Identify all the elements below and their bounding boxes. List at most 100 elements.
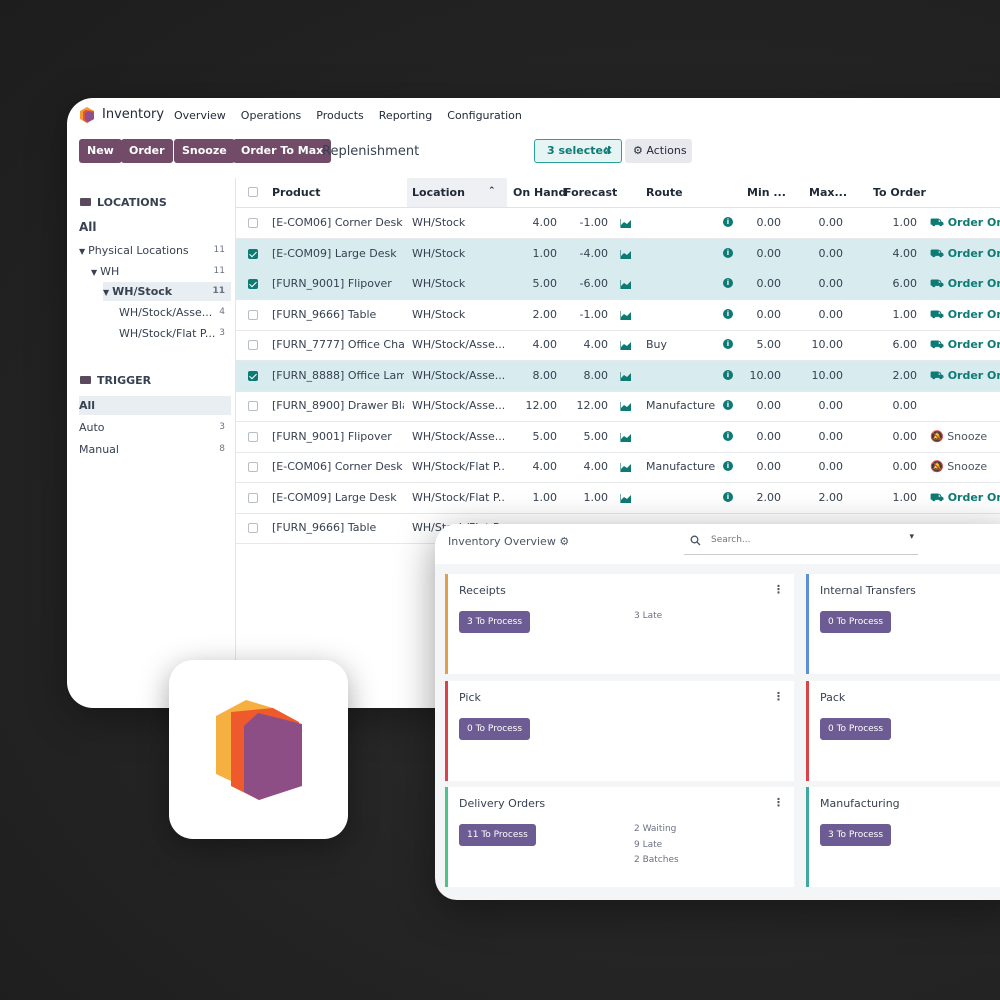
- order-once-button[interactable]: ⛟ Order Once: [930, 490, 1000, 504]
- table-row[interactable]: [E-COM09] Large Desk WH/Stock 1.00 -4.00 i 0.…: [235, 238, 1000, 270]
- col-max[interactable]: Max...: [809, 186, 848, 199]
- col-min[interactable]: Min ...: [747, 186, 786, 199]
- card-stat[interactable]: 2 Batches: [634, 855, 679, 865]
- info-icon[interactable]: i: [723, 430, 733, 441]
- operation-card[interactable]: Pack 0 To Process: [806, 681, 1000, 781]
- max-cell[interactable]: 10.00: [811, 368, 844, 382]
- row-checkbox[interactable]: [248, 401, 258, 411]
- to-order-cell[interactable]: 0.00: [892, 399, 918, 412]
- location-wh[interactable]: ▼ WH 11: [79, 262, 231, 281]
- info-icon[interactable]: i: [723, 308, 733, 319]
- row-checkbox[interactable]: [248, 279, 258, 289]
- operation-card[interactable]: Manufacturing 3 To Process: [806, 787, 1000, 887]
- location-wh-stock[interactable]: ▼ WH/Stock 11: [103, 282, 231, 301]
- table-row[interactable]: [FURN_8888] Office Lamp WH/Stock/Asse... 8…: [235, 360, 1000, 392]
- location-cell[interactable]: WH/Stock: [412, 277, 466, 290]
- selection-badge[interactable]: 3 selected ✕: [534, 139, 622, 163]
- location-cell[interactable]: WH/Stock/Asse...: [412, 368, 504, 382]
- min-cell[interactable]: 0.00: [756, 429, 782, 443]
- to-order-cell[interactable]: 0.00: [892, 460, 918, 473]
- max-cell[interactable]: 0.00: [818, 307, 844, 321]
- info-icon[interactable]: i: [723, 491, 733, 502]
- to-process-button[interactable]: 0 To Process: [820, 718, 892, 740]
- card-menu-icon[interactable]: ⋮: [773, 796, 784, 809]
- forecast-chart-icon[interactable]: [619, 279, 632, 289]
- card-stat[interactable]: 2 Waiting: [634, 824, 677, 834]
- forecast-chart-icon[interactable]: [619, 310, 632, 320]
- min-cell[interactable]: 5.00: [756, 338, 782, 351]
- min-cell[interactable]: 0.00: [756, 399, 782, 412]
- product-cell[interactable]: [E-COM06] Corner Desk ...: [272, 216, 404, 229]
- to-process-button[interactable]: 11 To Process: [459, 824, 536, 846]
- to-order-cell[interactable]: 1.00: [892, 307, 918, 321]
- product-cell[interactable]: [E-COM06] Corner Desk ...: [272, 460, 404, 473]
- menu-configuration[interactable]: Configuration: [447, 109, 522, 122]
- order-button[interactable]: Order: [121, 139, 173, 163]
- order-once-button[interactable]: ⛟ Order Once: [930, 246, 1000, 260]
- menu-reporting[interactable]: Reporting: [378, 109, 433, 122]
- menu-overview[interactable]: Overview: [174, 109, 226, 122]
- max-cell[interactable]: 2.00: [818, 490, 844, 504]
- info-icon[interactable]: i: [723, 461, 733, 471]
- to-process-button[interactable]: 3 To Process: [820, 824, 892, 846]
- max-cell[interactable]: 0.00: [818, 399, 844, 412]
- location-cell[interactable]: WH/Stock/Asse...: [412, 399, 504, 412]
- max-cell[interactable]: 0.00: [818, 246, 844, 260]
- product-cell[interactable]: [FURN_9666] Table: [272, 521, 377, 534]
- location-wh-stock-assembly[interactable]: WH/Stock/Asse... 4: [119, 306, 225, 319]
- trigger-all[interactable]: All: [79, 396, 231, 415]
- min-cell[interactable]: 10.00: [749, 368, 782, 382]
- location-all[interactable]: All: [79, 220, 97, 234]
- order-to-max-button[interactable]: Order To Max: [233, 139, 332, 163]
- location-cell[interactable]: WH/Stock/Asse...: [412, 429, 504, 443]
- actions-button[interactable]: ⚙ Actions: [625, 139, 692, 163]
- info-icon[interactable]: i: [723, 247, 733, 258]
- info-icon[interactable]: i: [723, 400, 733, 410]
- min-cell[interactable]: 0.00: [756, 460, 782, 473]
- table-row[interactable]: [E-COM06] Corner Desk ... WH/Stock 4.00 -1.…: [235, 208, 1000, 239]
- card-title[interactable]: Pack: [820, 691, 846, 704]
- info-icon[interactable]: i: [723, 369, 733, 380]
- order-once-button[interactable]: ⛟ Order Once: [930, 216, 1000, 229]
- operation-card[interactable]: Pick ⋮ 0 To Process: [445, 681, 794, 781]
- info-icon[interactable]: i: [723, 217, 733, 227]
- card-title[interactable]: Internal Transfers: [820, 584, 916, 597]
- to-order-cell[interactable]: 6.00: [892, 338, 918, 351]
- operation-card[interactable]: Delivery Orders ⋮ 11 To Process 2 Waiting 9 …: [445, 787, 794, 887]
- select-all-checkbox[interactable]: [248, 187, 258, 197]
- inventory-logo-icon[interactable]: [79, 107, 95, 124]
- location-cell[interactable]: WH/Stock/Flat P...: [412, 490, 504, 504]
- product-cell[interactable]: [E-COM09] Large Desk: [272, 246, 397, 260]
- max-cell[interactable]: 0.00: [818, 429, 844, 443]
- col-forecast[interactable]: Forecast: [564, 186, 618, 199]
- max-cell[interactable]: 10.00: [811, 338, 844, 351]
- card-title[interactable]: Receipts: [459, 584, 506, 597]
- location-cell[interactable]: WH/Stock: [412, 246, 466, 260]
- row-checkbox[interactable]: [248, 309, 258, 320]
- row-checkbox[interactable]: [248, 248, 258, 259]
- table-row[interactable]: [E-COM06] Corner Desk ... WH/Stock/Flat P…: [235, 452, 1000, 483]
- to-process-button[interactable]: 0 To Process: [820, 611, 892, 633]
- table-row[interactable]: [FURN_9001] Flipover WH/Stock/Asse... 5.00…: [235, 422, 1000, 453]
- operation-card[interactable]: Receipts ⋮ 3 To Process 3 Late: [445, 574, 794, 674]
- forecast-chart-icon[interactable]: [619, 432, 632, 442]
- sort-asc-icon[interactable]: ⌃: [488, 186, 496, 196]
- forecast-chart-icon[interactable]: [619, 371, 632, 381]
- location-cell[interactable]: WH/Stock/Flat P...: [412, 460, 504, 473]
- row-checkbox[interactable]: [248, 340, 258, 350]
- card-title[interactable]: Manufacturing: [820, 797, 900, 810]
- forecast-chart-icon[interactable]: [619, 218, 632, 228]
- max-cell[interactable]: 0.00: [818, 277, 844, 290]
- to-order-cell[interactable]: 2.00: [892, 368, 918, 382]
- location-cell[interactable]: WH/Stock: [412, 307, 466, 321]
- row-checkbox[interactable]: [248, 462, 258, 472]
- to-order-cell[interactable]: 1.00: [892, 216, 918, 229]
- trigger-auto[interactable]: Auto 3: [79, 421, 225, 434]
- to-order-cell[interactable]: 0.00: [892, 429, 918, 443]
- location-wh-stock-flat[interactable]: WH/Stock/Flat P... 3: [119, 327, 225, 340]
- info-icon[interactable]: i: [723, 278, 733, 288]
- to-process-button[interactable]: 3 To Process: [459, 611, 531, 633]
- row-checkbox[interactable]: [248, 492, 258, 503]
- card-title[interactable]: Delivery Orders: [459, 797, 546, 810]
- col-product[interactable]: Product: [272, 186, 321, 199]
